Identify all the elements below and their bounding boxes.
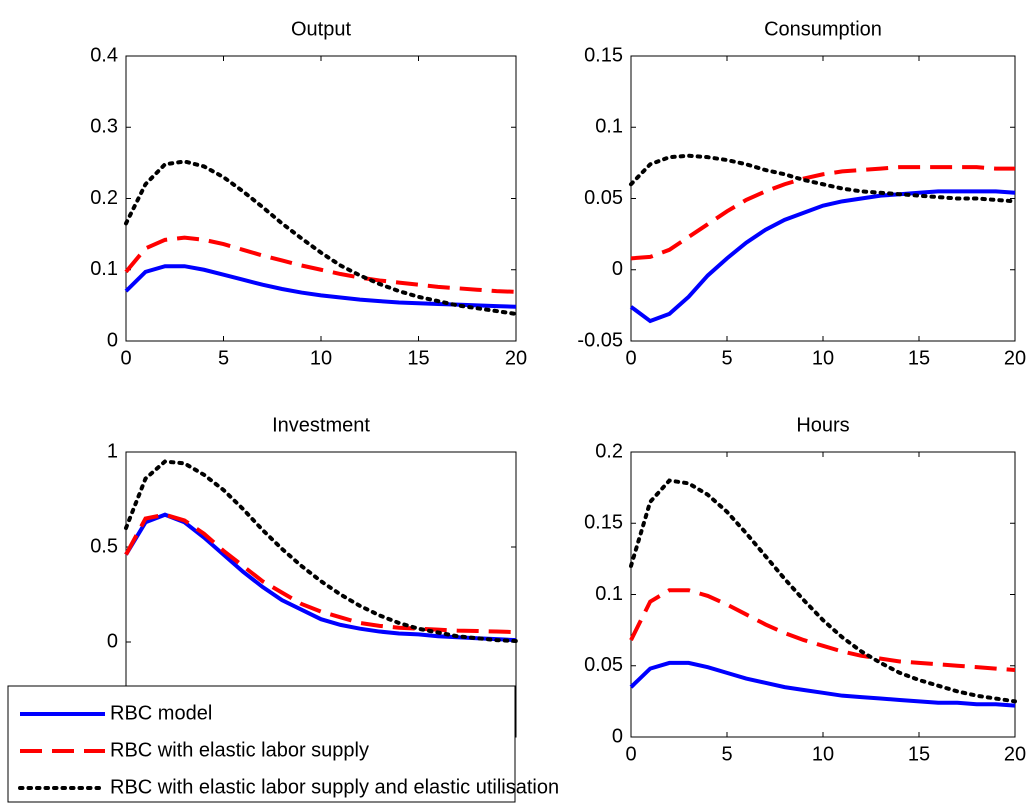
y-tick-label: 0.2 bbox=[595, 440, 623, 462]
y-tick-label: 0.05 bbox=[584, 187, 623, 209]
x-tick-label: 20 bbox=[505, 347, 527, 369]
y-tick-label: 1 bbox=[107, 440, 118, 462]
y-tick-label: 0.05 bbox=[584, 654, 623, 676]
series-line bbox=[629, 660, 1016, 708]
subplot-title: Consumption bbox=[764, 18, 882, 40]
y-tick-label: 0.1 bbox=[595, 583, 623, 605]
plot-area bbox=[630, 451, 1016, 738]
x-tick-label: 15 bbox=[908, 347, 930, 369]
y-tick-label: 0.15 bbox=[584, 44, 623, 66]
x-tick-label: 15 bbox=[407, 347, 429, 369]
series-line bbox=[629, 478, 1017, 704]
y-tick-label: 0.4 bbox=[90, 44, 118, 66]
subplot-title: Investment bbox=[272, 414, 370, 436]
subplot: Hours 0 0.05 0.1 0.15 0.2 0 5 10 15 20 bbox=[584, 414, 1026, 765]
x-tick-label: 0 bbox=[625, 347, 636, 369]
legend-box bbox=[7, 685, 516, 803]
x-tick-label: 20 bbox=[1004, 743, 1026, 765]
x-tick-label: 10 bbox=[310, 347, 332, 369]
series-line bbox=[629, 588, 1016, 673]
y-tick-label: 0 bbox=[107, 630, 118, 652]
x-tick-label: 0 bbox=[120, 347, 131, 369]
x-tick-label: 5 bbox=[721, 743, 732, 765]
y-tick-label: 0.1 bbox=[595, 116, 623, 138]
series-line bbox=[629, 189, 1016, 324]
x-tick-label: 5 bbox=[218, 347, 229, 369]
subplot-title: Hours bbox=[796, 414, 849, 436]
y-tick-label: 0 bbox=[612, 725, 623, 747]
subplot-title: Output bbox=[291, 18, 351, 40]
legend: RBC model RBC with elastic labor supply RB… bbox=[7, 685, 559, 803]
plot-area bbox=[125, 55, 517, 342]
y-tick-label: 0.1 bbox=[90, 258, 118, 280]
series-line bbox=[124, 512, 517, 643]
y-tick-label: 0.5 bbox=[90, 535, 118, 557]
subplot: Output 0 0.1 0.2 0.3 0.4 0 5 10 15 20 bbox=[90, 18, 527, 369]
x-tick-label: 10 bbox=[812, 743, 834, 765]
y-tick-label: 0.2 bbox=[90, 187, 118, 209]
y-tick-label: -0.05 bbox=[577, 329, 623, 351]
series-line bbox=[124, 159, 518, 316]
y-tick-label: 0 bbox=[107, 329, 118, 351]
series-line bbox=[630, 165, 1015, 261]
x-tick-label: 5 bbox=[721, 347, 732, 369]
x-tick-label: 20 bbox=[1004, 347, 1026, 369]
y-tick-label: 0.15 bbox=[584, 512, 623, 534]
y-tick-label: 0 bbox=[612, 258, 623, 280]
legend-label: RBC with elastic labor supply bbox=[110, 739, 369, 761]
series-line bbox=[124, 235, 517, 294]
y-tick-label: 0.3 bbox=[90, 116, 118, 138]
x-tick-label: 10 bbox=[812, 347, 834, 369]
legend-label: RBC with elastic labor supply and elasti… bbox=[110, 776, 559, 798]
x-tick-label: 0 bbox=[625, 743, 636, 765]
x-tick-label: 15 bbox=[908, 743, 930, 765]
legend-label: RBC model bbox=[110, 702, 212, 724]
series-line bbox=[629, 153, 1017, 204]
series-line bbox=[124, 459, 518, 644]
